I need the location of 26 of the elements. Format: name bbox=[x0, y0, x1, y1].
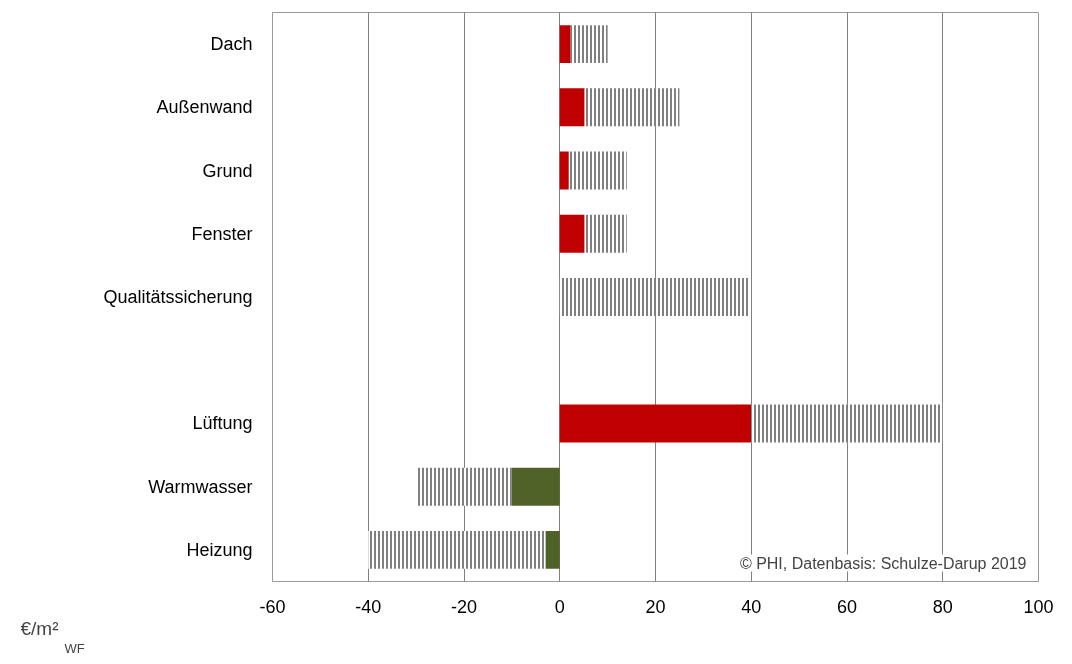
x-tick-label: 60 bbox=[836, 596, 858, 617]
x-tick-label: 0 bbox=[554, 596, 565, 617]
y-axis-title: €/m²WF bbox=[20, 617, 85, 656]
x-tick-label: 40 bbox=[741, 596, 762, 617]
x-tick-label: -20 bbox=[450, 596, 478, 617]
y-tick-label: Qualitätssicherung bbox=[103, 287, 253, 307]
y-tick-label: Dach bbox=[210, 34, 253, 55]
annotation: © PHI, Datenbasis: Schulze-Darup 2019 bbox=[739, 554, 1027, 572]
bar bbox=[559, 25, 571, 64]
y-tick-label: Fenster bbox=[191, 223, 253, 244]
x-tick-label: 100 bbox=[1023, 596, 1054, 617]
y-tick-label: Heizung bbox=[186, 539, 253, 560]
y-tick-label: Grund bbox=[202, 160, 253, 181]
bar bbox=[559, 404, 752, 443]
y-tick-label: Warmwasser bbox=[148, 476, 253, 497]
bar bbox=[511, 467, 560, 506]
x-tick-label: -40 bbox=[355, 596, 382, 617]
x-tick-label: -60 bbox=[259, 596, 286, 617]
x-tick-label: 20 bbox=[645, 596, 666, 617]
bar bbox=[559, 214, 585, 253]
bar bbox=[545, 530, 560, 569]
y-tick-label: Lüftung bbox=[192, 413, 253, 434]
bar bbox=[559, 151, 569, 190]
bar bbox=[559, 88, 585, 127]
x-tick-label: 80 bbox=[932, 596, 953, 617]
y-tick-label: Außenwand bbox=[156, 97, 253, 118]
